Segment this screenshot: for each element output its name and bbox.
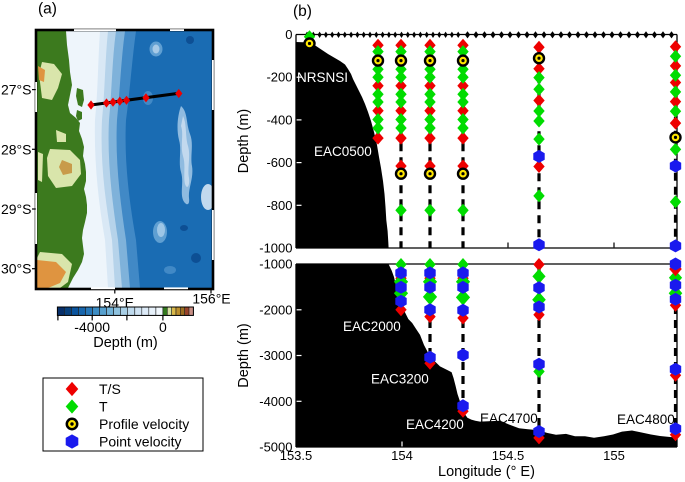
svg-text:EAC4700: EAC4700 <box>480 411 538 426</box>
svg-text:EAC4200: EAC4200 <box>406 417 464 432</box>
svg-text:-200: -200 <box>266 70 292 85</box>
svg-text:0: 0 <box>285 27 292 42</box>
svg-text:28°S: 28°S <box>1 141 32 157</box>
svg-text:-1000: -1000 <box>259 241 292 256</box>
svg-text:Depth (m): Depth (m) <box>236 323 252 387</box>
svg-text:30°S: 30°S <box>1 261 32 277</box>
svg-text:T/S: T/S <box>99 381 121 397</box>
svg-text:EAC3200: EAC3200 <box>371 372 429 387</box>
svg-text:-2000: -2000 <box>259 302 292 317</box>
svg-text:-5000: -5000 <box>259 440 292 455</box>
svg-text:Depth (m): Depth (m) <box>93 335 157 351</box>
svg-text:-1000: -1000 <box>259 257 292 272</box>
svg-text:153.5: 153.5 <box>280 448 313 463</box>
svg-text:27°S: 27°S <box>1 82 32 98</box>
svg-text:156°E: 156°E <box>192 291 230 307</box>
svg-text:-600: -600 <box>266 155 292 170</box>
svg-text:154°E: 154°E <box>96 295 134 311</box>
svg-text:154.5: 154.5 <box>492 448 525 463</box>
svg-text:Depth (m): Depth (m) <box>236 109 252 173</box>
svg-text:0: 0 <box>159 319 167 335</box>
svg-text:Point velocity: Point velocity <box>99 434 181 450</box>
svg-text:-3000: -3000 <box>259 348 292 363</box>
svg-text:NRSNSI: NRSNSI <box>297 70 348 85</box>
svg-text:Longitude (° E): Longitude (° E) <box>438 464 535 480</box>
svg-text:-4000: -4000 <box>74 319 110 335</box>
svg-text:Profile velocity: Profile velocity <box>99 416 189 432</box>
svg-text:29°S: 29°S <box>1 201 32 217</box>
svg-text:EAC0500: EAC0500 <box>314 144 372 159</box>
svg-text:(a): (a) <box>38 1 57 18</box>
svg-text:EAC4800: EAC4800 <box>617 412 675 427</box>
svg-text:(b): (b) <box>293 3 312 20</box>
svg-text:-800: -800 <box>266 198 292 213</box>
svg-text:EAC2000: EAC2000 <box>343 319 401 334</box>
svg-text:-400: -400 <box>266 112 292 127</box>
svg-text:T: T <box>99 399 108 415</box>
svg-text:154: 154 <box>391 448 413 463</box>
svg-text:155: 155 <box>603 448 625 463</box>
svg-text:-4000: -4000 <box>259 394 292 409</box>
